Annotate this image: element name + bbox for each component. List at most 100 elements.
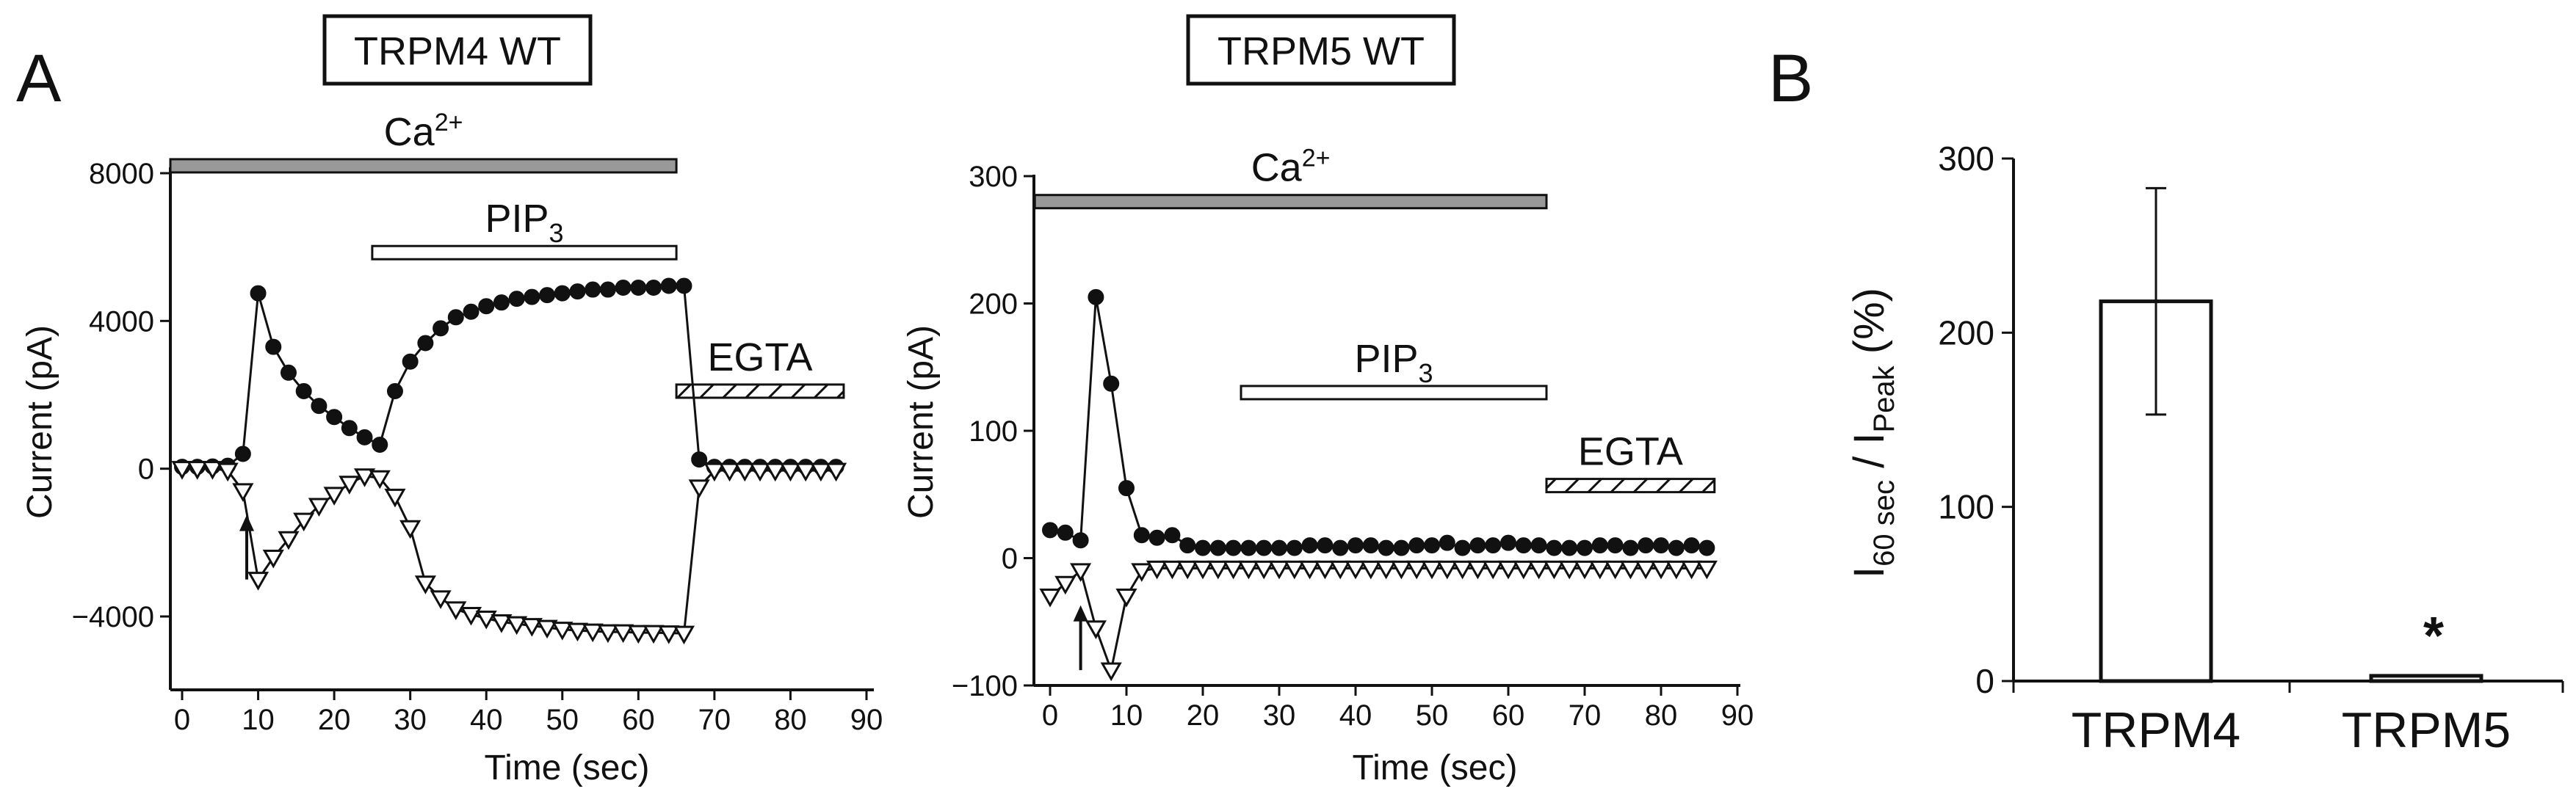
trpm5-point-inward [1115,589,1137,608]
trpm4-point-inward [627,625,649,644]
trpm4-point-outward [569,283,586,300]
trpm4-x-tick-label: 40 [470,704,503,736]
trpm5-x-tick-label: 80 [1645,699,1678,732]
trpm4-application-bar [169,158,678,174]
trpm5-point-outward [1577,539,1593,556]
trpm5-point-inward [1528,560,1550,580]
trpm5-point-outward [1530,537,1547,554]
trpm5-point-outward [1317,537,1334,554]
trpm5-point-inward [1223,560,1245,580]
trpm5-point-inward [1482,560,1504,580]
trpm4-point-outward [493,294,510,311]
trpm5-x-tick-label: 10 [1110,699,1143,732]
trpm4-point-inward [475,611,497,630]
trpm5-point-inward [1665,560,1687,580]
trpm4-x-tick-label: 50 [546,704,579,736]
trpm5-point-inward [1146,560,1168,580]
trpm4-point-outward [433,320,449,337]
trpm5-point-inward [1329,560,1351,580]
trpm5-point-outward [1683,537,1700,554]
trpm4-point-inward [232,483,254,502]
trpm5-x-tick-label: 20 [1187,699,1220,732]
trpm5-point-outward [1133,527,1150,544]
trpm5-point-outward [1195,539,1211,556]
trpm4-point-inward [810,462,832,482]
trpm4-point-inward [201,461,224,480]
trpm5-point-outward [1164,527,1181,544]
summary-y-tick-label: 200 [1938,313,1994,352]
trpm4-point-inward [171,461,193,480]
summary-category-label: TRPM4 [2072,702,2240,758]
trpm4-point-inward [612,624,634,644]
trpm4-point-inward [339,476,361,495]
trpm4-point-inward [825,462,847,482]
trpm4-point-inward [764,462,786,482]
trpm5-point-inward [1253,560,1275,580]
trpm4-stimulus-arrowhead [239,514,255,531]
trpm5-x-tick-label: 90 [1721,699,1754,732]
trpm4-y-tick-label: 4000 [89,305,154,338]
trpm4-application-bar [371,244,678,261]
trpm5-x-tick-label: 40 [1339,699,1372,732]
trpm5-point-outward [1515,537,1532,554]
trpm4-title: TRPM4 WT [354,29,561,73]
trpm4-point-inward [749,462,771,482]
trpm5-x-tick-label: 60 [1492,699,1525,732]
trpm4-point-inward [308,498,330,517]
trpm4-point-inward [658,625,680,644]
summary-bar-chart: I60 sec / IPeak (%) 0 100 200 300 TRPM4 TRPM… [1845,139,2564,758]
trpm4-y-tick-label: −4000 [72,601,154,633]
trpm5-x-tick-label: 70 [1569,699,1602,732]
trpm5-point-outward [1408,537,1425,554]
trpm5-point-inward [1543,560,1565,580]
trpm5-point-outward [1286,539,1303,556]
trpm4-application-bar [675,383,845,399]
trpm5-x-tick-label: 50 [1416,699,1449,732]
trpm4-point-outward [447,309,464,326]
trpm5-point-outward [1332,539,1349,556]
trpm5-point-inward [1237,560,1259,580]
trpm5-point-inward [1405,560,1428,580]
trpm5-point-outward [1500,534,1516,551]
trpm4-point-outward [645,280,662,296]
trpm5-point-inward [1696,560,1718,580]
trpm5-point-outward [1103,375,1120,392]
trpm5-point-outward [1393,539,1410,556]
trpm4-point-outward [463,303,480,320]
trpm4-point-outward [599,281,616,298]
trpm5-point-outward [1591,537,1608,554]
trpm4-x-axis-label: Time (sec) [485,749,650,787]
trpm4-point-outward [356,429,373,445]
trpm5-point-inward [1070,563,1092,582]
trpm5-application-label: Ca2+ [1251,145,1331,190]
trpm5-point-inward [1314,560,1336,580]
trpm4-point-inward [688,479,710,498]
trpm5-point-inward [1436,560,1458,580]
trpm5-title: TRPM5 WT [1218,29,1425,73]
trpm4-point-inward [536,619,558,639]
trpm4-point-inward [460,606,482,626]
trpm5-point-outward [1118,480,1135,497]
trpm4-x-tick-label: 20 [318,704,351,736]
summary-y-tick-label: 100 [1938,488,1994,526]
trpm4-title-box [322,14,593,86]
trpm5-point-inward [1452,560,1474,580]
trpm5-point-outward [1546,539,1563,556]
trpm4-point-outward [295,382,312,399]
trpm4-point-inward [430,590,452,609]
trpm5-point-outward [1148,529,1165,546]
trpm4-point-outward [265,338,282,355]
trpm4-y-tick-label: 0 [138,454,154,486]
trpm5-point-inward [1039,589,1061,608]
trpm5-point-outward [1225,539,1242,556]
trpm5-point-outward [1378,539,1394,556]
trpm4-point-outward [234,445,251,462]
trpm4-point-outward [539,287,556,304]
trpm5-point-outward [1057,524,1074,541]
trpm4-point-inward [703,462,726,482]
trpm5-point-outward [1469,537,1486,554]
trpm5-point-outward [1179,537,1196,554]
trpm5-point-inward [1574,560,1596,580]
panel-label-b: B [1768,41,1813,116]
